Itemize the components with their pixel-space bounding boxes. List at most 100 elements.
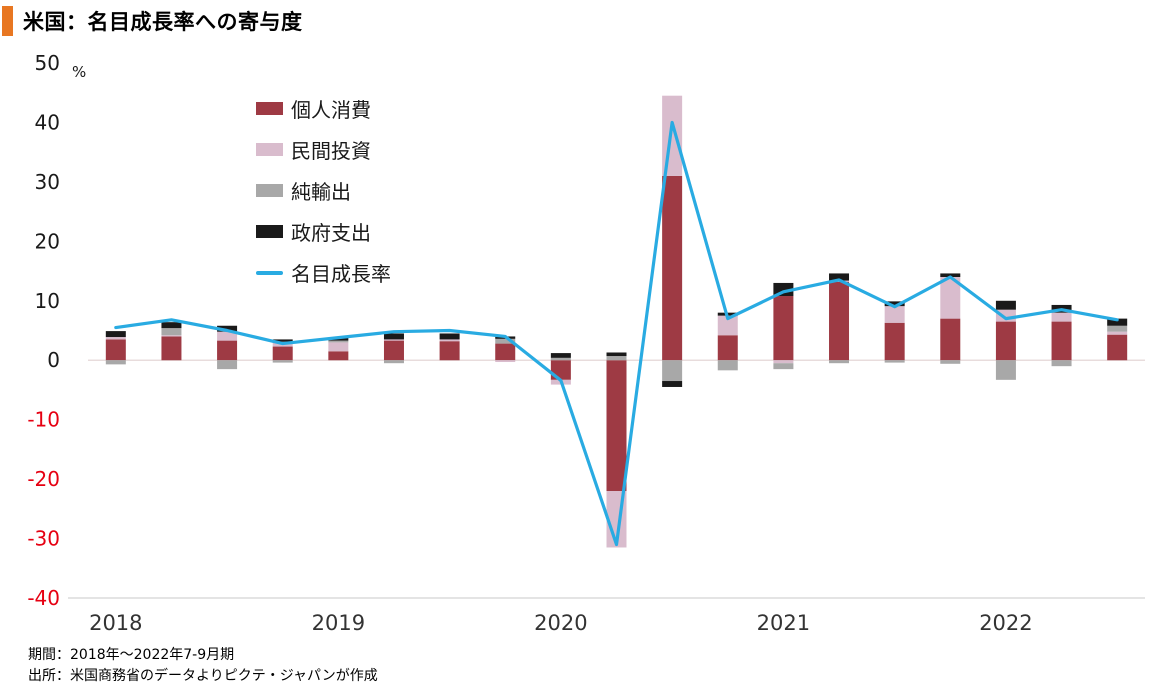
y-tick-label: 20: [35, 229, 60, 253]
bar-segment: [550, 353, 571, 358]
bar-segment: [884, 322, 905, 361]
bar-segment: [829, 273, 850, 281]
bar-segment: [940, 277, 961, 319]
bar-segment: [940, 318, 961, 361]
y-tick-label: -20: [27, 467, 60, 491]
x-year-label: 2022: [979, 611, 1032, 635]
bar-segment: [884, 306, 905, 323]
y-tick-label: -10: [27, 408, 60, 432]
bar-segment: [773, 296, 794, 361]
bar-segment: [105, 360, 126, 365]
bar-segment: [773, 363, 794, 370]
bar-segment: [383, 333, 404, 340]
bar-segment: [328, 351, 349, 361]
net-exports-swatch-icon: [256, 184, 283, 197]
nominal-growth-line: [114, 120, 1119, 547]
bar-segment: [717, 315, 738, 336]
bar-segment: [717, 335, 738, 361]
y-tick-label: -30: [27, 527, 60, 551]
x-year-label: 2019: [312, 611, 365, 635]
bar-segment: [995, 360, 1016, 380]
legend-item-consumption: 個人消費: [256, 88, 391, 129]
nominal-growth-line-swatch-icon: [256, 270, 283, 275]
bar-segment: [161, 336, 182, 361]
y-tick-label: -40: [27, 586, 60, 610]
bar-segment: [161, 322, 182, 329]
bar-segment: [606, 356, 627, 361]
bar-segment: [884, 301, 905, 307]
legend-item-net-exports: 純輸出: [256, 170, 391, 211]
y-tick-label: 50: [35, 51, 60, 75]
bar-segment: [105, 339, 126, 361]
bar-segment: [550, 357, 571, 361]
bar-segment: [439, 339, 460, 342]
bar-segment: [383, 360, 404, 364]
x-year-label: 2018: [89, 611, 142, 635]
footnote-period: 期間：2018年～2022年7-9月期: [28, 647, 235, 663]
bar-segment: [105, 331, 126, 338]
bar-segment: [940, 360, 961, 364]
bar-segment: [217, 325, 238, 332]
bar-segment: [717, 360, 738, 371]
bar-segment: [662, 360, 683, 382]
y-tick-label: 30: [35, 170, 60, 194]
title-accent-bar: [2, 6, 13, 36]
bar-segment: [1051, 312, 1072, 322]
bar-segment: [495, 338, 516, 344]
legend-label-consumption: 個人消費: [291, 98, 371, 122]
bar-segment: [1107, 334, 1128, 361]
y-axis-unit-label: %: [72, 63, 86, 81]
government-swatch-icon: [256, 225, 283, 238]
legend-label-government: 政府支出: [291, 221, 371, 245]
bar-segment: [383, 339, 404, 341]
bar-segment: [1051, 360, 1072, 367]
legend-label-net-exports: 純輸出: [291, 180, 351, 204]
bar-segment: [217, 360, 238, 370]
chart-title: 米国：名目成長率への寄与度: [23, 10, 303, 34]
bar-segment: [161, 335, 182, 337]
bar-segment: [940, 273, 961, 277]
bar-segment: [1107, 318, 1128, 326]
legend-item-government: 政府支出: [256, 211, 391, 252]
bar-segment: [439, 341, 460, 361]
footnote-source: 出所：米国商務省のデータよりピクテ・ジャパンが作成: [28, 668, 378, 684]
bar-segment: [328, 340, 349, 343]
bar-segment: [495, 360, 516, 363]
y-tick-label: 0: [47, 348, 60, 372]
x-year-label: 2021: [757, 611, 810, 635]
bar-segment: [495, 343, 516, 361]
consumption-swatch-icon: [256, 102, 283, 115]
bar-segment: [606, 360, 627, 491]
bar-segment: [662, 175, 683, 361]
bar-segment: [217, 331, 238, 341]
bar-segment: [773, 360, 794, 364]
bar-segment: [995, 321, 1016, 361]
bar-segment: [1051, 321, 1072, 361]
bar-segment: [272, 360, 293, 363]
chart-footnotes: 期間：2018年～2022年7-9月期 出所：米国商務省のデータよりピクテ・ジャ…: [28, 645, 378, 687]
legend-item-investment: 民間投資: [256, 129, 391, 170]
y-tick-label: 10: [35, 289, 60, 313]
legend: 個人消費 民間投資 純輸出 政府支出 名目成長率: [256, 88, 391, 293]
bar-segment: [662, 381, 683, 387]
bar-segment: [884, 360, 905, 363]
bar-segment: [1107, 325, 1128, 332]
chart-header: 米国：名目成長率への寄与度: [2, 6, 303, 36]
bar-segment: [829, 281, 850, 361]
bar-segment: [829, 360, 850, 364]
bar-segment: [1107, 331, 1128, 335]
bar-segment: [105, 337, 126, 340]
legend-label-investment: 民間投資: [291, 139, 371, 163]
bar-segment: [217, 340, 238, 361]
bar-segment: [995, 309, 1016, 322]
legend-item-nominal-growth: 名目成長率: [256, 252, 391, 293]
bar-segment: [272, 339, 293, 342]
bar-segment: [272, 346, 293, 361]
bar-segment: [439, 333, 460, 340]
bar-segment: [161, 328, 182, 336]
legend-label-nominal-growth: 名目成長率: [291, 262, 391, 286]
x-year-label: 2020: [534, 611, 587, 635]
y-tick-label: 40: [35, 110, 60, 134]
